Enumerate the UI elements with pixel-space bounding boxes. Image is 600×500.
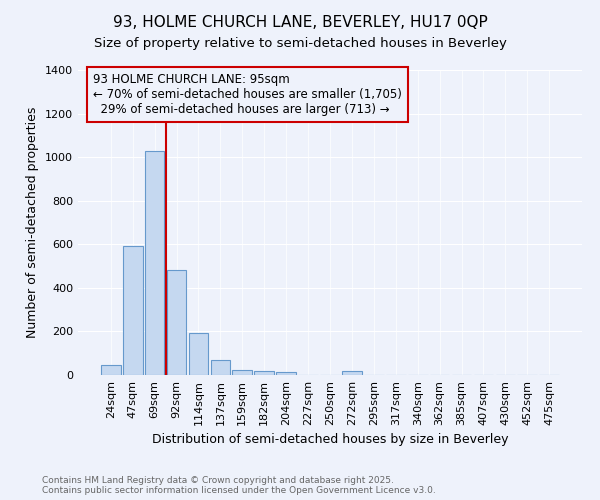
Bar — [342, 370, 362, 375]
Bar — [145, 150, 164, 375]
Y-axis label: Number of semi-detached properties: Number of semi-detached properties — [26, 107, 40, 338]
Text: Size of property relative to semi-detached houses in Beverley: Size of property relative to semi-detach… — [94, 38, 506, 51]
Text: Contains HM Land Registry data © Crown copyright and database right 2025.
Contai: Contains HM Land Registry data © Crown c… — [42, 476, 436, 495]
Bar — [101, 365, 121, 375]
Bar — [232, 370, 252, 375]
Bar — [254, 371, 274, 375]
Bar — [188, 332, 208, 375]
Text: 93, HOLME CHURCH LANE, BEVERLEY, HU17 0QP: 93, HOLME CHURCH LANE, BEVERLEY, HU17 0Q… — [113, 15, 487, 30]
X-axis label: Distribution of semi-detached houses by size in Beverley: Distribution of semi-detached houses by … — [152, 434, 508, 446]
Text: 93 HOLME CHURCH LANE: 95sqm
← 70% of semi-detached houses are smaller (1,705)
  : 93 HOLME CHURCH LANE: 95sqm ← 70% of sem… — [93, 73, 402, 116]
Bar — [211, 360, 230, 375]
Bar — [167, 270, 187, 375]
Bar — [276, 372, 296, 375]
Bar — [123, 246, 143, 375]
